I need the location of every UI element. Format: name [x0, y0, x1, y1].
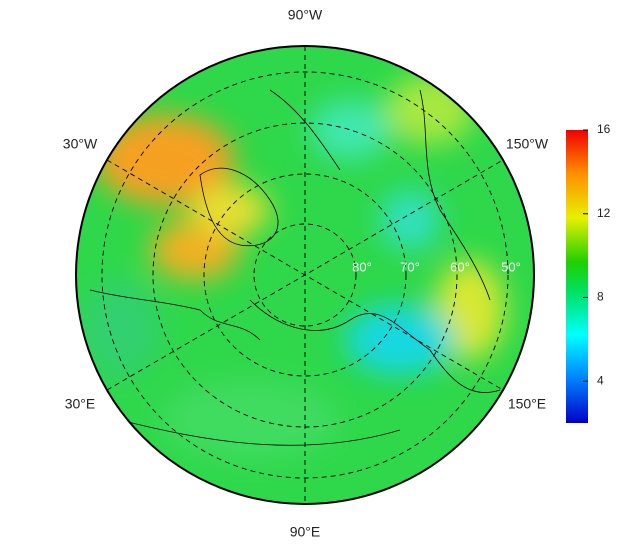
latitude-label: 50° — [501, 259, 521, 274]
colorbar-tick-label: 4 — [597, 373, 604, 387]
latitude-label: 60° — [450, 259, 470, 274]
latitude-label: 80° — [352, 259, 372, 274]
latitude-label: 70° — [400, 259, 420, 274]
longitude-label: 150°W — [506, 136, 549, 152]
colorbar-tick-label: 16 — [597, 122, 611, 136]
colorbar-tick-label: 12 — [597, 206, 611, 220]
graticule — [101, 46, 509, 504]
longitude-label: 150°E — [508, 396, 546, 412]
colorbar — [566, 130, 588, 423]
longitude-label: 90°W — [288, 7, 323, 23]
colorbar-tick-label: 8 — [597, 290, 604, 304]
longitude-label: 90°E — [290, 524, 321, 540]
longitude-label: 30°W — [63, 136, 98, 152]
coastlines — [89, 89, 501, 446]
longitude-label: 30°E — [65, 396, 96, 412]
